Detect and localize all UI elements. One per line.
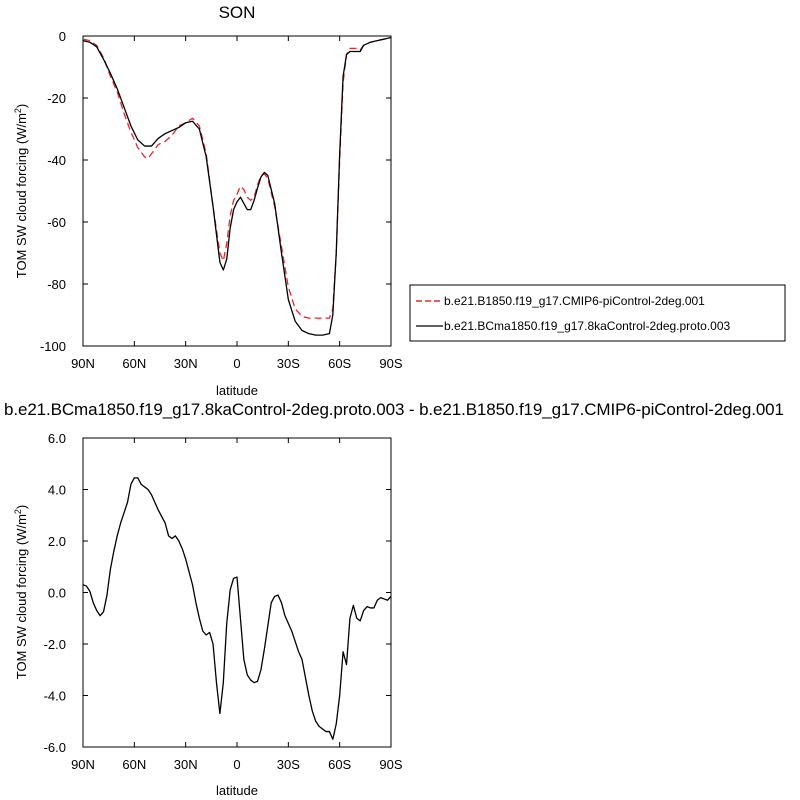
bottom-x-tick-label: 60N: [122, 757, 146, 772]
top-y-tick-label: -100: [40, 339, 66, 354]
top-x-tick-label: 90S: [379, 356, 402, 371]
bottom-y-tick-label: 4.0: [48, 483, 66, 498]
bottom-panel: b.e21.BCma1850.f19_g17.8kaControl-2deg.p…: [4, 400, 784, 798]
bottom-x-tick-label: 0: [233, 757, 240, 772]
top-x-tick-label: 60S: [328, 356, 351, 371]
top-y-tick-label: -60: [47, 215, 66, 230]
legend-box: [409, 284, 786, 342]
top-plot-frame: [82, 35, 392, 347]
bottom-y-tick-label: 0.0: [48, 586, 66, 601]
bottom-x-tick-label: 90N: [71, 757, 95, 772]
top-x-tick-label: 30S: [277, 356, 300, 371]
bottom-x-axis-label: latitude: [216, 783, 258, 798]
top-legend: b.e21.B1850.f19_g17.CMIP6-piControl-2deg…: [409, 284, 786, 342]
top-x-tick-label: 90N: [71, 356, 95, 371]
bottom-y-tick-label: 2.0: [48, 534, 66, 549]
bottom-x-tick-label: 90S: [379, 757, 402, 772]
top-series-layer: [82, 36, 392, 336]
bottom-series-layer: [82, 477, 392, 740]
top-y-tick-label: -80: [47, 277, 66, 292]
top-y-tick-label: 0: [59, 29, 66, 44]
bottom-chart-title: b.e21.BCma1850.f19_g17.8kaControl-2deg.p…: [4, 400, 784, 419]
top-ticks: 90N 60N 30N 0 30S 60S 90S 0 -20 -40 -60 -80 -100: [40, 29, 403, 371]
bottom-x-tick-label: 30N: [174, 757, 198, 772]
top-x-tick-label: 30N: [174, 356, 198, 371]
top-y-tick-label: -40: [47, 153, 66, 168]
top-chart-title: SON: [219, 3, 256, 22]
top-series-line-1: [82, 36, 392, 336]
bottom-y-tick-label: -2.0: [44, 637, 66, 652]
bottom-ticks: 90N 60N 30N 0 30S 60S 90S 6.0 4.0 2.0 0.0 -2.0 -4.0 -…: [44, 431, 403, 772]
bottom-series-line-0: [82, 477, 392, 740]
top-series-line-0: [82, 36, 392, 319]
bottom-y-tick-label: 6.0: [48, 431, 66, 446]
bottom-y-axis-label: TOM SW cloud forcing (W/m2): [13, 505, 29, 680]
top-y-tick-label: -20: [47, 91, 66, 106]
bottom-y-tick-label: -4.0: [44, 689, 66, 704]
top-panel: SON 90N 60N 30N 0 30S 60S 90S 0 -20 -40 -60 -80 -100…: [13, 3, 403, 398]
bottom-y-tick-label: -6.0: [44, 740, 66, 755]
top-x-tick-label: 0: [233, 356, 240, 371]
top-y-axis-label: TOM SW cloud forcing (W/m2): [13, 104, 29, 279]
bottom-x-tick-label: 60S: [328, 757, 351, 772]
bottom-x-tick-label: 30S: [277, 757, 300, 772]
top-x-tick-label: 60N: [122, 356, 146, 371]
top-x-axis-label: latitude: [216, 383, 258, 398]
legend-label-8kaControl: b.e21.BCma1850.f19_g17.8kaControl-2deg.p…: [444, 319, 731, 333]
bottom-plot-frame: [82, 437, 392, 748]
legend-label-piControl: b.e21.B1850.f19_g17.CMIP6-piControl-2deg…: [444, 294, 705, 308]
